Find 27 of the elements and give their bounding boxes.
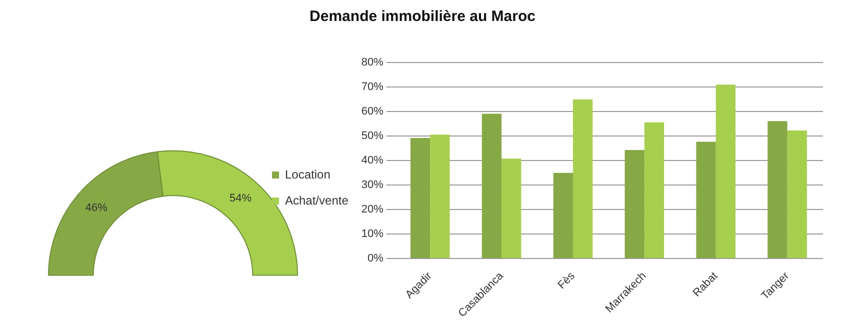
y-tick-label: 70% [361,81,384,94]
x-tick-label: Fès [556,270,578,292]
bar [716,84,736,258]
bar [502,158,522,258]
y-tick-label: 50% [361,130,384,142]
bar [696,142,716,258]
bar [644,122,664,258]
y-tick-label: 60% [361,106,384,118]
data-label: 54% [230,192,252,205]
bar [572,99,593,258]
y-tick-label: 0% [367,252,384,265]
chart-title: Demande immobilière au Maroc [308,8,536,25]
bar [787,130,807,258]
bar [624,150,644,258]
y-tick-label: 80% [361,56,384,69]
legend-label: Location [285,167,330,182]
y-tick-label: 20% [361,204,384,216]
y-tick-label: 40% [361,154,384,167]
bar [768,121,788,258]
data-label: 46% [85,202,108,214]
bar [482,114,502,258]
legend-label: Achat/vente [285,193,349,208]
bar [410,138,430,258]
bar [430,134,450,258]
y-tick-label: 10% [361,228,384,240]
y-tick-label: 30% [361,179,384,192]
bar [553,172,573,258]
